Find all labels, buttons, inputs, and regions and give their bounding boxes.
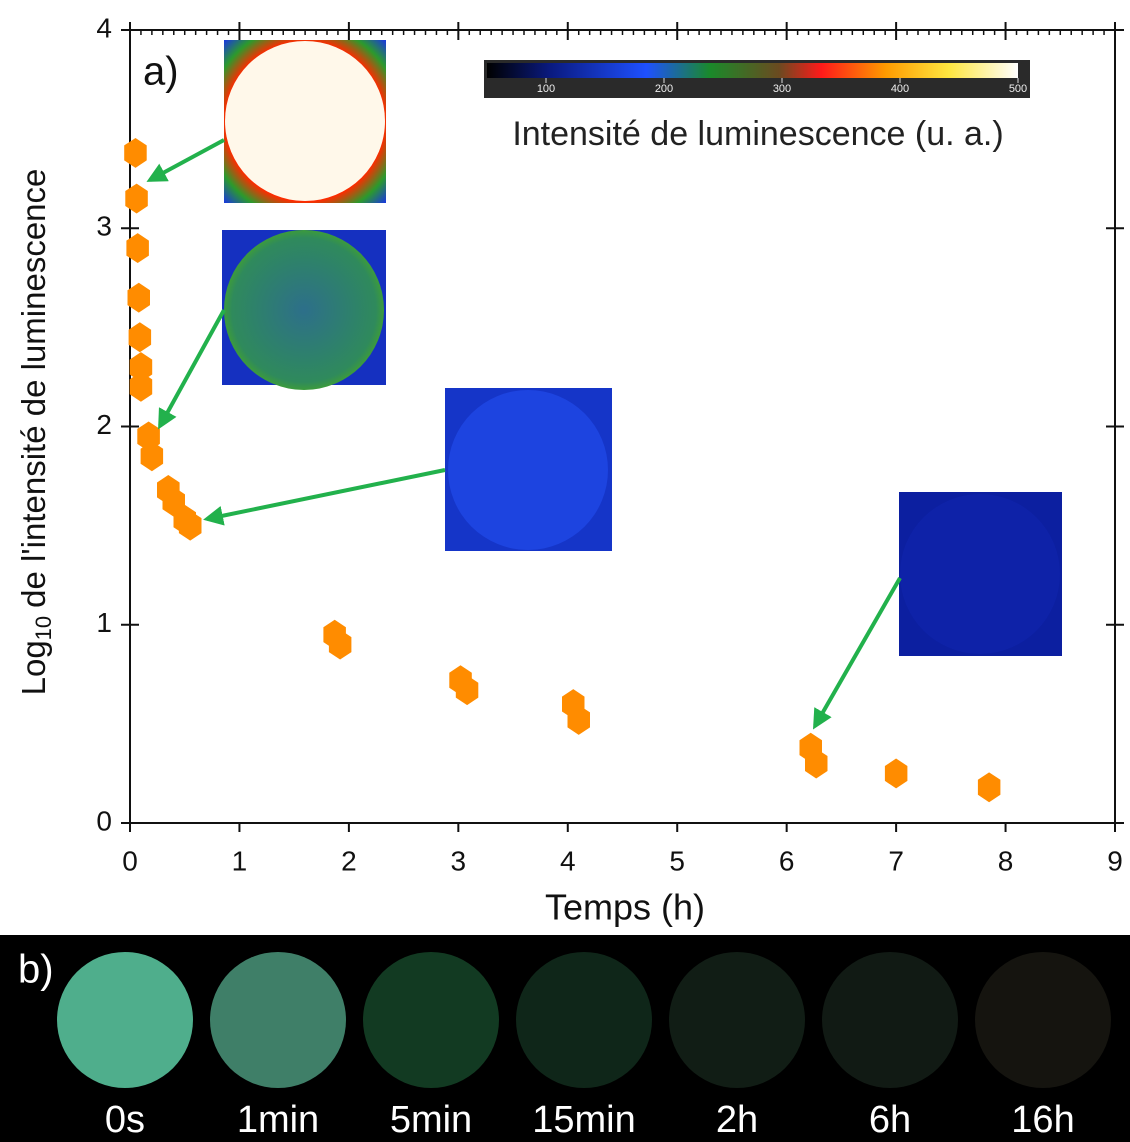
photo-sample <box>822 952 958 1088</box>
data-point <box>140 441 164 472</box>
inset-image <box>900 494 1060 654</box>
data-point <box>884 758 908 789</box>
data-point <box>129 352 153 382</box>
photo-label: 16h <box>1011 1099 1074 1141</box>
data-point <box>124 138 147 168</box>
colorbar-label: Intensité de luminescence (u. a.) <box>512 115 1003 153</box>
data-point <box>805 748 828 779</box>
x-tick-label: 1 <box>232 845 248 876</box>
data-point <box>127 282 150 313</box>
data-point <box>567 705 590 735</box>
y-axis-title: Log10 de l'intensité de luminescence <box>15 169 56 696</box>
photo-label: 0s <box>105 1099 145 1141</box>
x-tick-label: 6 <box>779 845 795 876</box>
x-tick-label: 7 <box>888 845 904 876</box>
photo-label: 5min <box>390 1099 472 1141</box>
colorbar-tick-label: 100 <box>537 83 555 95</box>
photo-sample <box>669 952 805 1088</box>
x-tick-label: 3 <box>451 845 467 876</box>
panel-label: b) <box>18 948 54 992</box>
x-axis-title: Temps (h) <box>545 887 705 928</box>
photo-strip: 0s 1min 5min 15min 2h 6h 16h <box>57 952 1111 1141</box>
colorbar: 100 200 300 400 500 <box>484 60 1030 98</box>
x-tick-label: 8 <box>998 845 1014 876</box>
x-tick-label: 0 <box>122 845 138 876</box>
arrow <box>146 138 225 182</box>
colorbar-tick-label: 500 <box>1009 83 1027 95</box>
x-tick-label: 9 <box>1107 845 1123 876</box>
photo-sample <box>363 952 499 1088</box>
arrows <box>146 138 902 730</box>
data-point <box>455 675 479 706</box>
data-point <box>125 183 148 214</box>
photo-sample <box>57 952 193 1088</box>
photo-label: 1min <box>237 1099 319 1141</box>
data-point <box>178 510 202 541</box>
y-tick-label: 4 <box>96 12 112 43</box>
data-point <box>126 233 149 263</box>
inset-image <box>224 230 384 390</box>
y-tick-label: 2 <box>96 409 112 440</box>
arrow <box>813 577 902 730</box>
panel-label: a) <box>143 50 179 94</box>
y-tick-label: 1 <box>96 607 112 638</box>
y-axis-title-base: Log <box>15 640 52 695</box>
inset-image <box>225 41 385 201</box>
photo-label: 15min <box>532 1099 636 1141</box>
x-tick-label: 2 <box>341 845 357 876</box>
photo-sample <box>975 952 1111 1088</box>
colorbar-tick-label: 300 <box>773 83 791 95</box>
colorbar-tick-label: 400 <box>891 83 909 95</box>
y-axis-title-subscript: 10 <box>31 616 56 640</box>
data-point <box>129 371 153 402</box>
plot-area: 0 1 2 3 4 5 6 7 8 9 0 1 2 3 4 <box>96 12 1124 876</box>
photo-sample <box>210 952 346 1088</box>
y-axis-title-rest: de l'intensité de luminescence <box>15 169 52 608</box>
data-point <box>128 322 152 353</box>
arrow <box>203 468 446 526</box>
data-point <box>328 629 352 660</box>
x-tick-label: 4 <box>560 845 576 876</box>
y-tick-label: 3 <box>96 211 112 242</box>
photo-sample <box>516 952 652 1088</box>
colorbar-tick-label: 200 <box>655 83 673 95</box>
colorbar-gradient <box>487 63 1018 78</box>
photo-label: 2h <box>716 1099 758 1141</box>
inset-image <box>448 390 608 550</box>
photo-label: 6h <box>869 1099 911 1141</box>
arrow <box>158 309 226 430</box>
y-tick-label: 0 <box>96 805 112 836</box>
x-tick-label: 5 <box>669 845 685 876</box>
data-point <box>977 772 1001 803</box>
insets <box>222 40 1062 656</box>
